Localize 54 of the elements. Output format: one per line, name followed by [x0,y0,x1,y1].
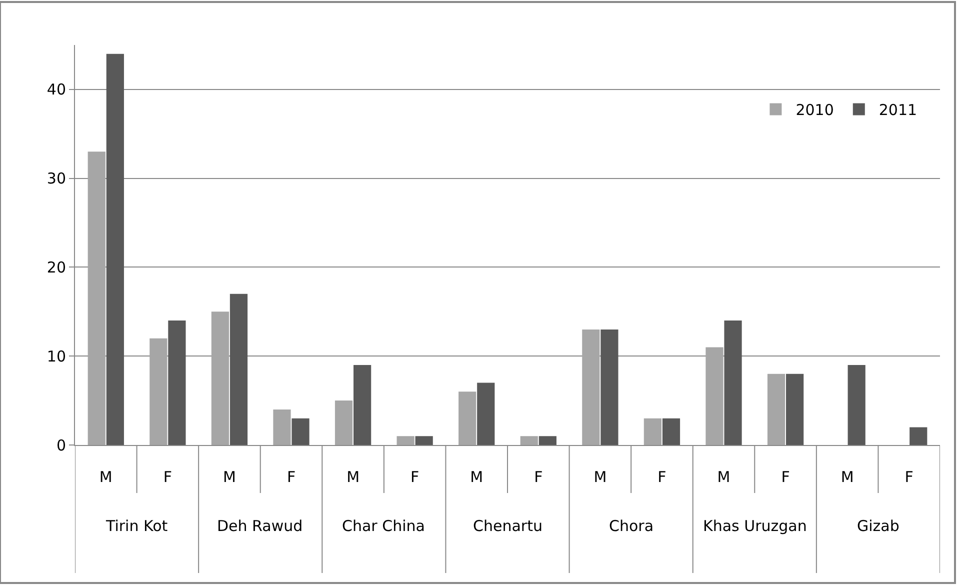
bar [150,338,168,445]
bar [88,152,106,445]
x-tick-label: F [286,468,296,486]
bar [230,294,248,445]
bar [334,400,353,445]
legend-label: 2011 [878,101,918,120]
x-tick-label: M [222,468,236,486]
bar [354,365,372,445]
text: Chora [609,517,654,535]
legend-label: 2010 [796,101,834,120]
bar [292,418,310,445]
x-tick-label: F [410,468,420,486]
bar [910,427,928,445]
bar [600,329,618,445]
bar [706,347,724,445]
y-tick-label: 40 [46,80,66,99]
x-tick-label: M [470,468,484,486]
x-tick-label: F [781,468,790,486]
x-tick-label: M [594,468,607,486]
text: Gizab [857,517,900,535]
bar [415,436,433,445]
bar [786,374,804,445]
x-tick-label: F [534,468,543,486]
x-tick-label: F [163,468,172,486]
bar [767,374,786,445]
text: Deh Rawud [217,517,303,535]
y-tick-label: 0 [56,436,66,454]
x-tick-label: F [904,468,914,486]
bar [724,320,742,445]
bar [477,382,495,445]
bar [106,54,124,445]
x-tick-label: M [840,468,854,486]
bar [458,392,476,445]
bar [211,312,229,445]
bar [168,320,186,445]
x-tick-label: M [717,468,730,486]
x-tick-label: M [346,468,360,486]
text: Khas Uruzgan [703,517,807,535]
y-tick-label: 30 [46,170,66,188]
text: Char China [342,517,425,535]
x-tick-label: M [99,468,112,486]
bar [582,329,600,445]
bar [396,436,414,445]
y-tick-label: 10 [46,347,66,366]
text: Tirin Kot [105,517,168,535]
bar [644,418,662,445]
bar [520,436,538,445]
y-tick-label: 20 [46,258,66,276]
bar [538,436,556,445]
bar [273,409,291,445]
text: Chenartu [473,517,542,535]
bar [662,418,680,445]
x-tick-label: F [658,468,666,486]
bar [848,365,866,445]
